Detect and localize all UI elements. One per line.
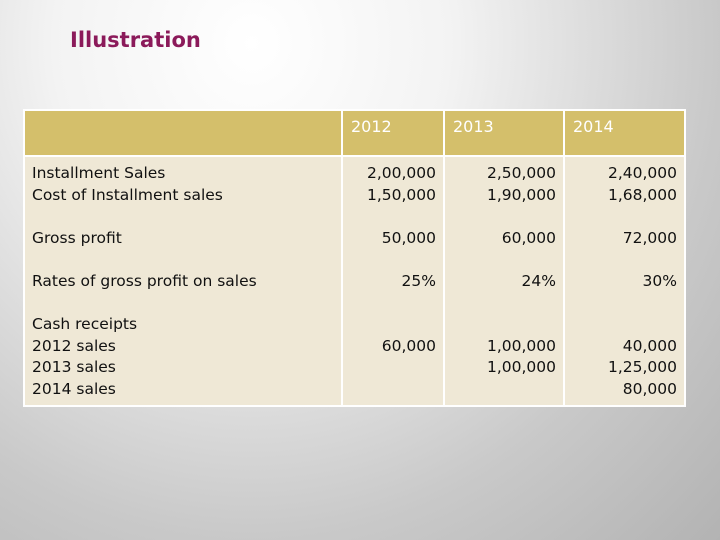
value-2014-gross-profit: 72,000	[622, 229, 677, 247]
labels-column: Installment Sales Cost of Installment sa…	[23, 155, 343, 407]
slide-title: Illustration	[70, 28, 201, 52]
value-2012-receipt-2012: 60,000	[381, 337, 436, 355]
value-2012-gross-profit: 50,000	[381, 229, 436, 247]
label-cash-receipts: Cash receipts	[32, 315, 138, 333]
header-empty-cell	[23, 109, 343, 157]
value-2013-rate: 24%	[521, 272, 556, 290]
label-rates-of-gross-profit: Rates of gross profit on sales	[32, 272, 257, 290]
value-2014-rate: 30%	[642, 272, 677, 290]
label-gross-profit: Gross profit	[32, 229, 122, 247]
value-2014-receipt-2014: 80,000	[622, 380, 677, 398]
label-2013-sales: 2013 sales	[32, 358, 116, 376]
column-2014: 2,40,000 1,68,000 72,000 30% 40,000 1,25…	[563, 155, 686, 407]
table-body-row: Installment Sales Cost of Installment sa…	[23, 155, 686, 407]
label-2012-sales: 2012 sales	[32, 337, 116, 355]
header-year-2013: 2013	[443, 109, 565, 157]
value-2013-installment-sales: 2,50,000	[486, 164, 556, 182]
column-2013: 2,50,000 1,90,000 60,000 24% 1,00,000 1,…	[443, 155, 565, 407]
label-installment-sales: Installment Sales	[32, 164, 166, 182]
header-year-2014: 2014	[563, 109, 686, 157]
value-2013-receipt-2013: 1,00,000	[486, 358, 556, 376]
value-2013-cost: 1,90,000	[486, 186, 556, 204]
label-2014-sales: 2014 sales	[32, 380, 116, 398]
value-2012-cost: 1,50,000	[366, 186, 436, 204]
column-2012: 2,00,000 1,50,000 50,000 25% 60,000	[341, 155, 445, 407]
table-header-row: 2012 2013 2014	[23, 109, 686, 157]
value-2014-receipt-2012: 40,000	[622, 337, 677, 355]
value-2012-rate: 25%	[401, 272, 436, 290]
value-2014-installment-sales: 2,40,000	[607, 164, 677, 182]
value-2013-gross-profit: 60,000	[501, 229, 556, 247]
value-2012-installment-sales: 2,00,000	[366, 164, 436, 182]
label-cost-of-installment-sales: Cost of Installment sales	[32, 186, 223, 204]
value-2014-cost: 1,68,000	[607, 186, 677, 204]
value-2014-receipt-2013: 1,25,000	[607, 358, 677, 376]
header-year-2012: 2012	[341, 109, 445, 157]
value-2013-receipt-2012: 1,00,000	[486, 337, 556, 355]
installment-table: 2012 2013 2014 Installment Sales Cost of…	[23, 109, 686, 407]
